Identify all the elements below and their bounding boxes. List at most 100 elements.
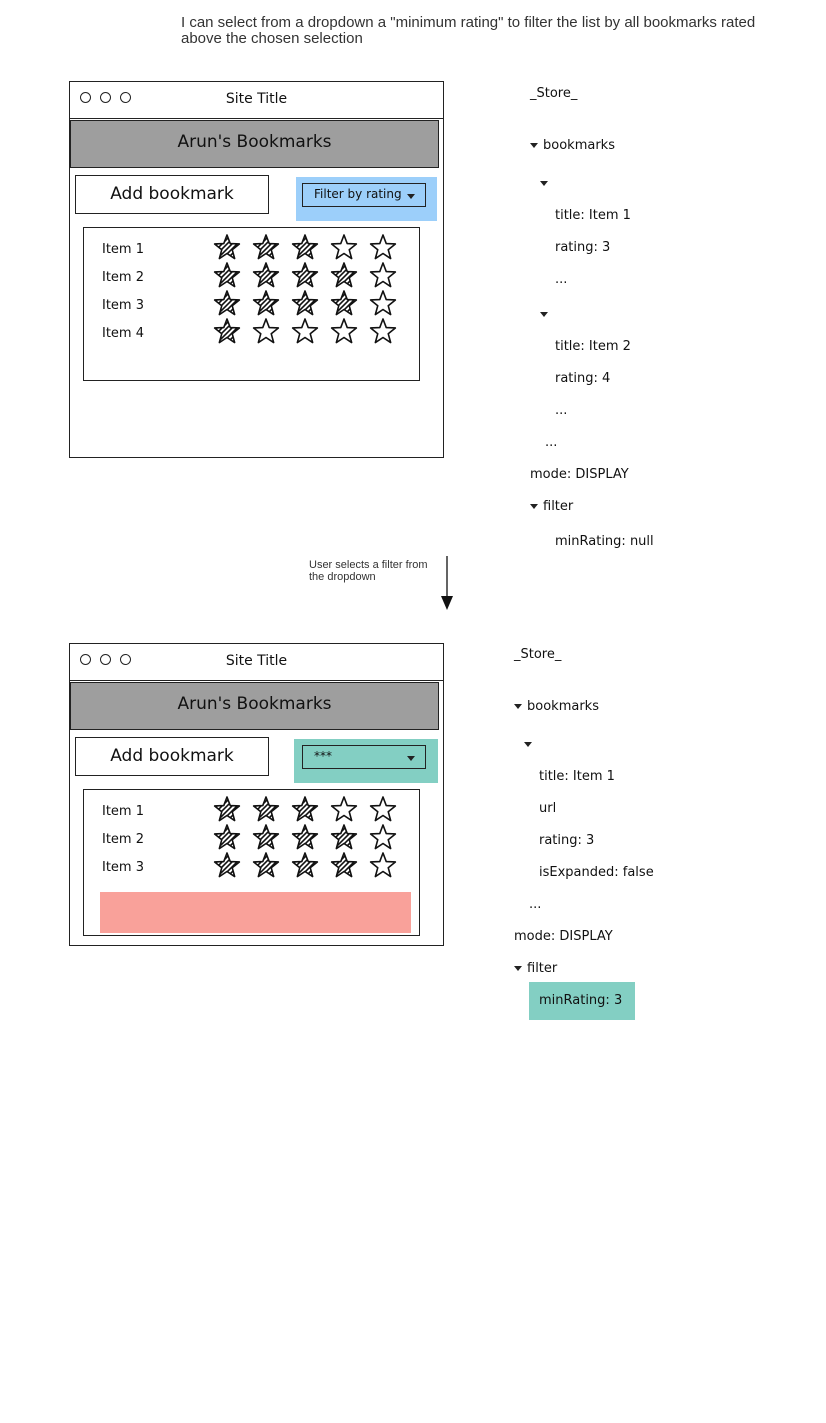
bookmark-list: Item 1 Item 2 Item 3 xyxy=(83,789,420,936)
star-filled-icon[interactable] xyxy=(300,823,395,853)
window-control-icon[interactable] xyxy=(120,654,131,665)
tree-node-bookmarks[interactable]: bookmarks xyxy=(514,699,599,714)
star-filled-icon[interactable] xyxy=(213,795,278,825)
star-filled-icon[interactable] xyxy=(213,261,278,291)
tree-node-filter[interactable]: filter xyxy=(530,499,573,514)
caption: I can select from a dropdown a "minimum … xyxy=(181,14,756,47)
tree-node-bookmarks[interactable]: bookmarks xyxy=(530,138,615,153)
list-item[interactable]: Item 2 xyxy=(102,824,412,858)
store-min-rating: minRating: 3 xyxy=(529,982,635,1020)
star-empty-icon[interactable] xyxy=(369,824,397,850)
window-control-icon[interactable] xyxy=(100,654,111,665)
star-filled-icon[interactable] xyxy=(213,289,278,319)
store-min-rating: minRating: null xyxy=(555,534,654,549)
filter-dropdown[interactable]: Filter by rating xyxy=(302,183,426,207)
item-label: Item 4 xyxy=(102,326,144,341)
item-label: Item 2 xyxy=(102,832,144,847)
title-bar: Site Title xyxy=(70,644,443,681)
star-rating[interactable] xyxy=(213,317,413,347)
star-filled-icon[interactable] xyxy=(261,823,356,853)
window-control-icon[interactable] xyxy=(100,92,111,103)
expand-triangle-icon xyxy=(530,143,538,148)
star-empty-icon[interactable] xyxy=(369,318,397,344)
star-filled-icon[interactable] xyxy=(261,851,356,881)
add-bookmark-button[interactable]: Add bookmark xyxy=(75,737,269,776)
list-item[interactable]: Item 4 xyxy=(102,318,412,352)
chevron-down-icon xyxy=(407,194,415,199)
star-filled-icon[interactable] xyxy=(213,233,278,263)
tree-node-bookmark-1[interactable] xyxy=(524,737,537,752)
title-bar: Site Title xyxy=(70,82,443,119)
star-empty-icon[interactable] xyxy=(330,796,358,822)
store-mode: mode: DISPLAY xyxy=(514,929,613,944)
list-item[interactable]: Item 1 xyxy=(102,796,412,830)
star-filled-icon[interactable] xyxy=(261,261,356,291)
page-title: Arun's Bookmarks xyxy=(177,694,332,714)
browser-window-after: Site Title Arun's Bookmarks Add bookmark… xyxy=(69,643,444,946)
star-filled-icon[interactable] xyxy=(300,261,395,291)
arrow-down-icon xyxy=(441,556,453,610)
star-empty-icon[interactable] xyxy=(291,318,319,344)
star-empty-icon[interactable] xyxy=(369,290,397,316)
header-banner: Arun's Bookmarks xyxy=(70,682,439,730)
star-rating[interactable] xyxy=(213,261,413,291)
list-item[interactable]: Item 1 xyxy=(102,234,412,268)
star-empty-icon[interactable] xyxy=(369,796,397,822)
window-control-icon[interactable] xyxy=(80,654,91,665)
star-filled-icon[interactable] xyxy=(300,289,395,319)
star-empty-icon[interactable] xyxy=(369,234,397,260)
store-title: _Store_ xyxy=(514,647,562,662)
add-bookmark-button[interactable]: Add bookmark xyxy=(75,175,269,214)
star-empty-icon[interactable] xyxy=(369,852,397,878)
store-field: title: Item 1 xyxy=(555,208,631,223)
window-control-icon[interactable] xyxy=(80,92,91,103)
tree-node-filter[interactable]: filter xyxy=(514,961,557,976)
star-filled-icon[interactable] xyxy=(261,795,356,825)
star-filled-icon[interactable] xyxy=(261,289,356,319)
star-rating[interactable] xyxy=(213,289,413,319)
star-rating[interactable] xyxy=(213,233,413,263)
star-filled-icon[interactable] xyxy=(213,317,278,347)
star-empty-icon[interactable] xyxy=(330,318,358,344)
store-field: url xyxy=(539,801,557,816)
store-title: _Store_ xyxy=(530,86,578,101)
star-filled-icon[interactable] xyxy=(213,823,278,853)
star-empty-icon[interactable] xyxy=(369,262,397,288)
star-empty-icon[interactable] xyxy=(330,234,358,260)
star-filled-icon[interactable] xyxy=(222,261,317,291)
filter-dropdown-value: Filter by rating xyxy=(314,187,402,201)
store-mode: mode: DISPLAY xyxy=(530,467,629,482)
star-filled-icon[interactable] xyxy=(300,851,395,881)
filter-dropdown-value: *** xyxy=(314,749,332,763)
list-item[interactable]: Item 2 xyxy=(102,262,412,296)
star-filled-icon[interactable] xyxy=(222,795,317,825)
bookmark-list: Item 1 Item 2 Item 3 Item 4 xyxy=(83,227,420,381)
site-title: Site Title xyxy=(225,91,288,107)
item-label: Item 3 xyxy=(102,298,144,313)
site-title: Site Title xyxy=(225,653,288,669)
star-filled-icon[interactable] xyxy=(222,851,317,881)
star-filled-icon[interactable] xyxy=(222,233,317,263)
transition-label: User selects a filter from the dropdown xyxy=(309,559,428,583)
star-filled-icon[interactable] xyxy=(261,233,356,263)
window-control-icon[interactable] xyxy=(120,92,131,103)
store-field: rating: 3 xyxy=(539,833,595,848)
tree-node-bookmark-2[interactable] xyxy=(540,307,553,322)
tree-node-bookmark-1[interactable] xyxy=(540,176,553,191)
star-filled-icon[interactable] xyxy=(222,289,317,319)
star-filled-icon[interactable] xyxy=(222,823,317,853)
list-item[interactable]: Item 3 xyxy=(102,852,412,886)
filter-highlight: *** xyxy=(294,739,438,783)
store-field: rating: 3 xyxy=(555,240,611,255)
expand-triangle-icon xyxy=(540,181,548,186)
list-item[interactable]: Item 3 xyxy=(102,290,412,324)
hidden-item-placeholder xyxy=(100,892,411,933)
star-filled-icon[interactable] xyxy=(213,851,278,881)
store-ellipsis: ... xyxy=(529,897,542,912)
star-rating[interactable] xyxy=(213,851,413,881)
filter-dropdown[interactable]: *** xyxy=(302,745,426,769)
star-rating[interactable] xyxy=(213,823,413,853)
star-rating[interactable] xyxy=(213,795,413,825)
star-empty-icon[interactable] xyxy=(252,318,280,344)
header-banner: Arun's Bookmarks xyxy=(70,120,439,168)
